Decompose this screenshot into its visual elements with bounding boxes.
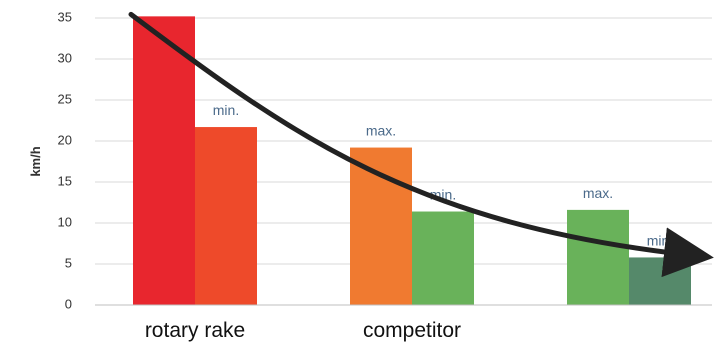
bar-data-label: min.: [213, 102, 239, 118]
trend-arrow-icon: [128, 11, 714, 278]
data-labels: min.max.min. max.min.: [213, 102, 673, 248]
y-tick-label: 10: [58, 214, 72, 229]
x-tick-label: competitor: [363, 319, 461, 342]
y-tick-label: 0: [65, 296, 72, 311]
bars: [133, 16, 691, 306]
x-tick-label: rotary rake: [145, 319, 245, 342]
bar: [567, 209, 629, 305]
x-axis-ticks: rotary rake competitor: [145, 319, 461, 342]
y-tick-label: 20: [58, 132, 72, 147]
y-axis-ticks: 0 5 10 15 20 25 30 35: [58, 9, 72, 311]
y-axis-label: km/h: [28, 146, 43, 176]
bar: [412, 211, 474, 305]
bar: [133, 16, 195, 306]
bar: [195, 127, 257, 305]
bar-data-label: min.: [647, 232, 673, 248]
y-tick-label: 15: [58, 173, 72, 188]
y-tick-label: 5: [65, 255, 72, 270]
y-tick-label: 35: [58, 9, 72, 24]
bar: [629, 257, 691, 305]
y-tick-label: 25: [58, 91, 72, 106]
y-tick-label: 30: [58, 50, 72, 65]
bar: [350, 147, 412, 305]
bar-data-label: max.: [366, 123, 396, 139]
bar-data-label: max.: [583, 185, 613, 201]
